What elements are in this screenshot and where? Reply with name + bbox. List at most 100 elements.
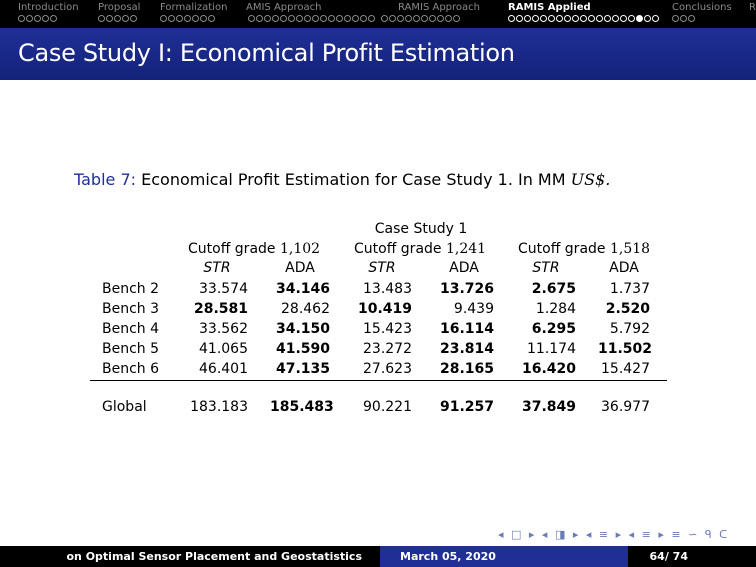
cutoff-header-value: 1,518 xyxy=(609,241,651,257)
nav-slide-dot[interactable] xyxy=(405,15,412,22)
nav-slide-dot[interactable] xyxy=(130,15,137,22)
nav-slide-dot[interactable] xyxy=(256,15,263,22)
nav-slide-dot[interactable] xyxy=(532,15,539,22)
nav-slide-dot[interactable] xyxy=(548,15,555,22)
nav-slide-dot[interactable] xyxy=(508,15,515,22)
nav-slide-dot[interactable] xyxy=(160,15,167,22)
beamer-navigation-icons[interactable]: ◂ □ ▸ ◂ ◨ ▸ ◂ ≡ ▸ ◂ ≡ ▸ ≡ ∽ ᑫ ᑕ xyxy=(498,528,730,541)
row-label: Bench 4 xyxy=(102,321,160,337)
nav-slide-dot[interactable] xyxy=(680,15,687,22)
nav-section-ramis-applied[interactable]: RAMIS Applied xyxy=(508,2,591,13)
column-header-str: STR xyxy=(368,260,396,276)
nav-slide-dot[interactable] xyxy=(288,15,295,22)
nav-slide-dot[interactable] xyxy=(106,15,113,22)
nav-slide-dot[interactable] xyxy=(636,15,643,22)
footer-page-number: 64/ 74 xyxy=(649,550,688,563)
nav-slide-dot[interactable] xyxy=(192,15,199,22)
nav-slide-dot[interactable] xyxy=(644,15,651,22)
table-cell: 34.146 xyxy=(275,281,330,297)
nav-slide-dot[interactable] xyxy=(421,15,428,22)
nav-slide-dot[interactable] xyxy=(516,15,523,22)
cutoff-header-label: Cutoff grade xyxy=(354,241,446,257)
nav-slide-dot[interactable] xyxy=(312,15,319,22)
nav-slide-dot[interactable] xyxy=(588,15,595,22)
nav-slide-dot[interactable] xyxy=(18,15,25,22)
row-label: Bench 6 xyxy=(102,361,160,377)
nav-slide-dot[interactable] xyxy=(556,15,563,22)
nav-slide-dot[interactable] xyxy=(304,15,311,22)
cutoff-header-value: 1,102 xyxy=(279,241,321,257)
nav-slide-dot[interactable] xyxy=(114,15,121,22)
nav-slide-dot[interactable] xyxy=(429,15,436,22)
table-cell: 11.174 xyxy=(527,341,576,357)
nav-slide-dot[interactable] xyxy=(176,15,183,22)
nav-slide-dot[interactable] xyxy=(564,15,571,22)
nav-slide-dot[interactable] xyxy=(672,15,679,22)
nav-slide-dot[interactable] xyxy=(352,15,359,22)
nav-slide-dot[interactable] xyxy=(572,15,579,22)
nav-slide-dot[interactable] xyxy=(328,15,335,22)
nav-slide-dot[interactable] xyxy=(200,15,207,22)
nav-slide-dot[interactable] xyxy=(98,15,105,22)
nav-slide-dot[interactable] xyxy=(34,15,41,22)
nav-slide-dot[interactable] xyxy=(580,15,587,22)
nav-section-formalization[interactable]: Formalization xyxy=(160,2,228,13)
nav-slide-dot[interactable] xyxy=(336,15,343,22)
table-caption-text: Economical Profit Estimation for Case St… xyxy=(141,170,566,189)
nav-section-ramis-approach[interactable]: RAMIS Approach xyxy=(398,2,480,13)
nav-slide-dot[interactable] xyxy=(413,15,420,22)
nav-slide-dot[interactable] xyxy=(272,15,279,22)
table-cell: 10.419 xyxy=(357,301,412,317)
nav-slide-dot[interactable] xyxy=(453,15,460,22)
nav-slide-dot[interactable] xyxy=(596,15,603,22)
nav-slide-dot[interactable] xyxy=(184,15,191,22)
column-header-ada: ADA xyxy=(609,260,639,276)
table-cell: 13.726 xyxy=(439,281,494,297)
nav-slide-dot[interactable] xyxy=(381,15,388,22)
table-cell: 41.590 xyxy=(275,341,330,357)
nav-slide-dot[interactable] xyxy=(612,15,619,22)
table-cell: 33.574 xyxy=(199,281,248,297)
column-header-ada: ADA xyxy=(449,260,479,276)
cutoff-header-label: Cutoff grade xyxy=(518,241,610,257)
nav-slide-dot[interactable] xyxy=(280,15,287,22)
nav-slide-dot[interactable] xyxy=(620,15,627,22)
nav-slide-dot[interactable] xyxy=(264,15,271,22)
nav-slide-dot[interactable] xyxy=(540,15,547,22)
nav-slide-dot[interactable] xyxy=(122,15,129,22)
footer-title: on Optimal Sensor Placement and Geostati… xyxy=(66,550,362,563)
nav-slide-dot[interactable] xyxy=(368,15,375,22)
nav-slide-dot[interactable] xyxy=(389,15,396,22)
nav-slide-dot[interactable] xyxy=(296,15,303,22)
table-cell-global: 37.849 xyxy=(521,399,576,415)
table-cell: 13.483 xyxy=(363,281,412,297)
nav-slide-dot[interactable] xyxy=(168,15,175,22)
nav-slide-dot[interactable] xyxy=(320,15,327,22)
nav-section-conclusions[interactable]: Conclusions xyxy=(672,2,732,13)
nav-slide-dot[interactable] xyxy=(604,15,611,22)
nav-slide-dot[interactable] xyxy=(445,15,452,22)
nav-slide-dot[interactable] xyxy=(628,15,635,22)
nav-slide-dot[interactable] xyxy=(652,15,659,22)
nav-section-r[interactable]: R xyxy=(749,2,756,13)
nav-slide-dot[interactable] xyxy=(397,15,404,22)
table-cell: 28.581 xyxy=(193,301,248,317)
nav-slide-dot[interactable] xyxy=(50,15,57,22)
nav-section-introduction[interactable]: Introduction xyxy=(18,2,79,13)
footer-date: March 05, 2020 xyxy=(400,550,496,563)
nav-slide-dot[interactable] xyxy=(688,15,695,22)
nav-slide-dot[interactable] xyxy=(208,15,215,22)
table-caption-unit: US$. xyxy=(570,170,611,189)
nav-section-amis-approach[interactable]: AMIS Approach xyxy=(246,2,322,13)
nav-slide-dot[interactable] xyxy=(344,15,351,22)
nav-slide-dot[interactable] xyxy=(26,15,33,22)
nav-slide-dot[interactable] xyxy=(248,15,255,22)
nav-slide-dot[interactable] xyxy=(42,15,49,22)
nav-section-proposal[interactable]: Proposal xyxy=(98,2,141,13)
nav-slide-dot[interactable] xyxy=(524,15,531,22)
column-header-ada: ADA xyxy=(285,260,315,276)
table-cell: 2.675 xyxy=(531,281,576,297)
nav-slide-dot[interactable] xyxy=(360,15,367,22)
nav-slide-dot[interactable] xyxy=(437,15,444,22)
table-cell: 33.562 xyxy=(199,321,248,337)
